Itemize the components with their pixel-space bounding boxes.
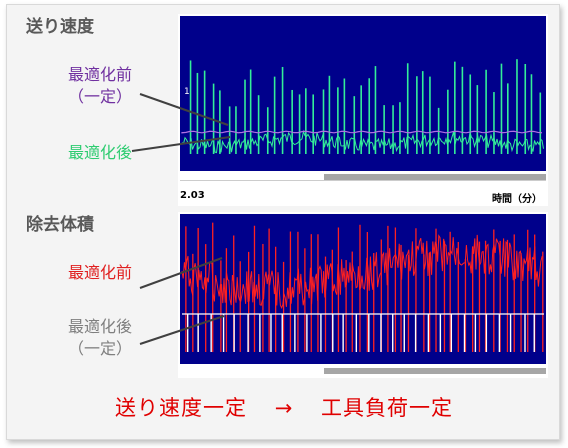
- removal-volume-chart: 1: [178, 212, 548, 378]
- series-before-line: [181, 130, 543, 134]
- legend-before-top-sub: （一定）: [67, 87, 132, 106]
- legend-after-bottom-text: 最適化後: [67, 317, 132, 336]
- series-before-trace: [181, 130, 543, 134]
- series-after-line: [182, 313, 544, 352]
- feed-rate-chart: 1 2.03 時間（分）: [178, 14, 548, 206]
- y-tick-label: 1: [184, 87, 190, 97]
- plot-area: [180, 16, 546, 171]
- scrollbar-thumb[interactable]: [324, 368, 546, 374]
- removal-volume-title: 除去体積: [26, 215, 94, 235]
- scrollbar-thumb[interactable]: [324, 174, 546, 180]
- summary-arrow: →: [274, 396, 294, 420]
- removal-volume-plot: 1: [180, 214, 546, 374]
- feed-rate-plot: 1: [180, 16, 546, 181]
- legend-after-bottom-sub: （一定）: [67, 339, 132, 358]
- series-before-trace: [181, 234, 544, 310]
- axis-line: [180, 180, 546, 181]
- summary-left: 送り速度一定: [115, 396, 247, 420]
- legend-after-bottom: 最適化後 （一定）: [40, 316, 160, 360]
- legend-before-top-text: 最適化前: [67, 65, 132, 84]
- legend-before-bottom: 最適化前: [67, 263, 132, 282]
- summary-right: 工具負荷一定: [320, 396, 453, 420]
- legend-before-top: 最適化前 （一定）: [40, 64, 160, 108]
- x-tick-label: 2.03: [180, 190, 205, 201]
- x-axis-label: 時間（分）: [492, 194, 542, 205]
- feed-rate-title: 送り速度: [26, 17, 94, 37]
- legend-after-top: 最適化後: [67, 143, 132, 162]
- summary-note: 送り速度一定 → 工具負荷一定: [0, 392, 568, 422]
- series-after-trace: [181, 129, 544, 154]
